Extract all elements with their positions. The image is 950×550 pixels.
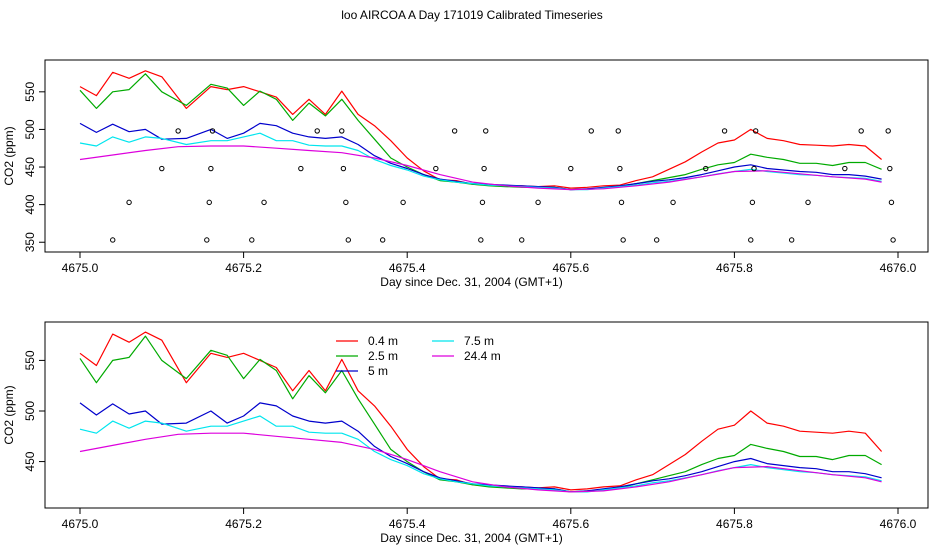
x-tick-label: 4675.4 xyxy=(389,261,426,275)
data-point xyxy=(653,237,660,243)
y-tick-label: 450 xyxy=(23,157,37,177)
data-point xyxy=(340,165,347,172)
legend-label: 7.5 m xyxy=(464,334,494,348)
data-point xyxy=(478,237,484,243)
data-point xyxy=(451,128,458,134)
data-point xyxy=(343,199,349,206)
x-tick-label: 4675.2 xyxy=(225,261,262,275)
y-tick-label: 550 xyxy=(23,350,37,370)
x-tick-label: 4675.8 xyxy=(716,261,753,275)
legend-label: 5 m xyxy=(368,364,388,378)
data-point xyxy=(752,128,759,134)
data-point xyxy=(261,199,267,206)
x-tick-label: 4676.0 xyxy=(880,517,917,531)
y-axis-label: CO2 (ppm) xyxy=(2,126,16,185)
plot-frame xyxy=(44,321,929,509)
data-point xyxy=(670,199,676,206)
y-tick-label: 400 xyxy=(23,194,37,214)
x-tick-label: 4675.8 xyxy=(716,517,753,531)
data-point xyxy=(535,199,541,206)
data-point xyxy=(618,199,625,206)
series-line-4 xyxy=(79,132,882,191)
legend-label: 24.4 m xyxy=(464,349,501,363)
series-line-24-4-m xyxy=(79,432,882,493)
y-tick-label: 550 xyxy=(23,81,37,101)
data-point xyxy=(615,128,621,134)
series-line-7-5-m xyxy=(79,415,882,493)
x-axis-label: Day since Dec. 31, 2004 (GMT+1) xyxy=(380,531,562,545)
data-point xyxy=(703,165,709,172)
data-point xyxy=(249,237,255,243)
data-point xyxy=(617,165,623,172)
data-point xyxy=(751,165,757,172)
x-tick-label: 4675.0 xyxy=(62,517,99,531)
data-point xyxy=(314,128,320,134)
data-point xyxy=(588,128,594,134)
y-axis-label: CO2 (ppm) xyxy=(2,385,16,444)
series-line-2-5-m xyxy=(79,335,882,493)
y-tick-label: 500 xyxy=(23,119,37,139)
data-point xyxy=(298,165,304,172)
data-point xyxy=(887,165,893,172)
x-tick-label: 4675.2 xyxy=(225,517,262,531)
data-point xyxy=(206,199,212,206)
data-point xyxy=(858,128,864,134)
data-point xyxy=(479,199,486,206)
legend-label: 2.5 m xyxy=(368,349,398,363)
y-tick-label: 350 xyxy=(23,232,37,252)
x-tick-label: 4675.4 xyxy=(389,517,426,531)
data-point xyxy=(888,199,895,206)
data-point xyxy=(433,165,439,172)
x-tick-label: 4675.6 xyxy=(552,517,589,531)
x-axis-label: Day since Dec. 31, 2004 (GMT+1) xyxy=(380,275,562,289)
chart-panel-1: 4675.0 4675.2 4675.4 4675.6 4675.8 4676.0 350 4… xyxy=(2,59,929,289)
data-point xyxy=(620,237,626,243)
data-point xyxy=(204,237,210,243)
data-point xyxy=(379,237,386,243)
data-point xyxy=(126,199,132,206)
data-point xyxy=(400,199,406,206)
data-point xyxy=(175,128,181,134)
data-point xyxy=(110,237,116,243)
data-point xyxy=(885,128,891,134)
y-tick-label: 450 xyxy=(23,451,37,471)
data-point xyxy=(721,128,728,134)
legend-label: 0.4 m xyxy=(368,334,398,348)
data-point xyxy=(842,165,848,172)
data-point xyxy=(748,237,754,243)
plot-frame xyxy=(44,59,929,253)
data-point xyxy=(519,237,525,243)
data-point xyxy=(788,237,795,243)
figure-title: loo AIRCOA A Day 171019 Calibrated Times… xyxy=(341,8,602,22)
data-point xyxy=(159,165,165,172)
data-point xyxy=(890,237,896,243)
data-point xyxy=(208,165,214,172)
data-point xyxy=(805,199,811,206)
data-point xyxy=(483,128,489,134)
data-point xyxy=(568,165,574,172)
data-point xyxy=(481,165,487,172)
y-tick-label: 500 xyxy=(23,401,37,421)
data-point xyxy=(345,237,352,243)
chart-panel-2: 4675.0 4675.2 4675.4 4675.6 4675.8 4676.0 450 5… xyxy=(2,321,929,545)
x-tick-label: 4675.6 xyxy=(552,261,589,275)
x-tick-label: 4676.0 xyxy=(880,261,917,275)
x-tick-label: 4675.0 xyxy=(62,261,99,275)
series-line-2 xyxy=(79,73,882,191)
data-point xyxy=(749,199,756,206)
series-line-5 xyxy=(79,145,882,191)
data-point xyxy=(209,128,216,134)
data-point xyxy=(339,128,345,134)
